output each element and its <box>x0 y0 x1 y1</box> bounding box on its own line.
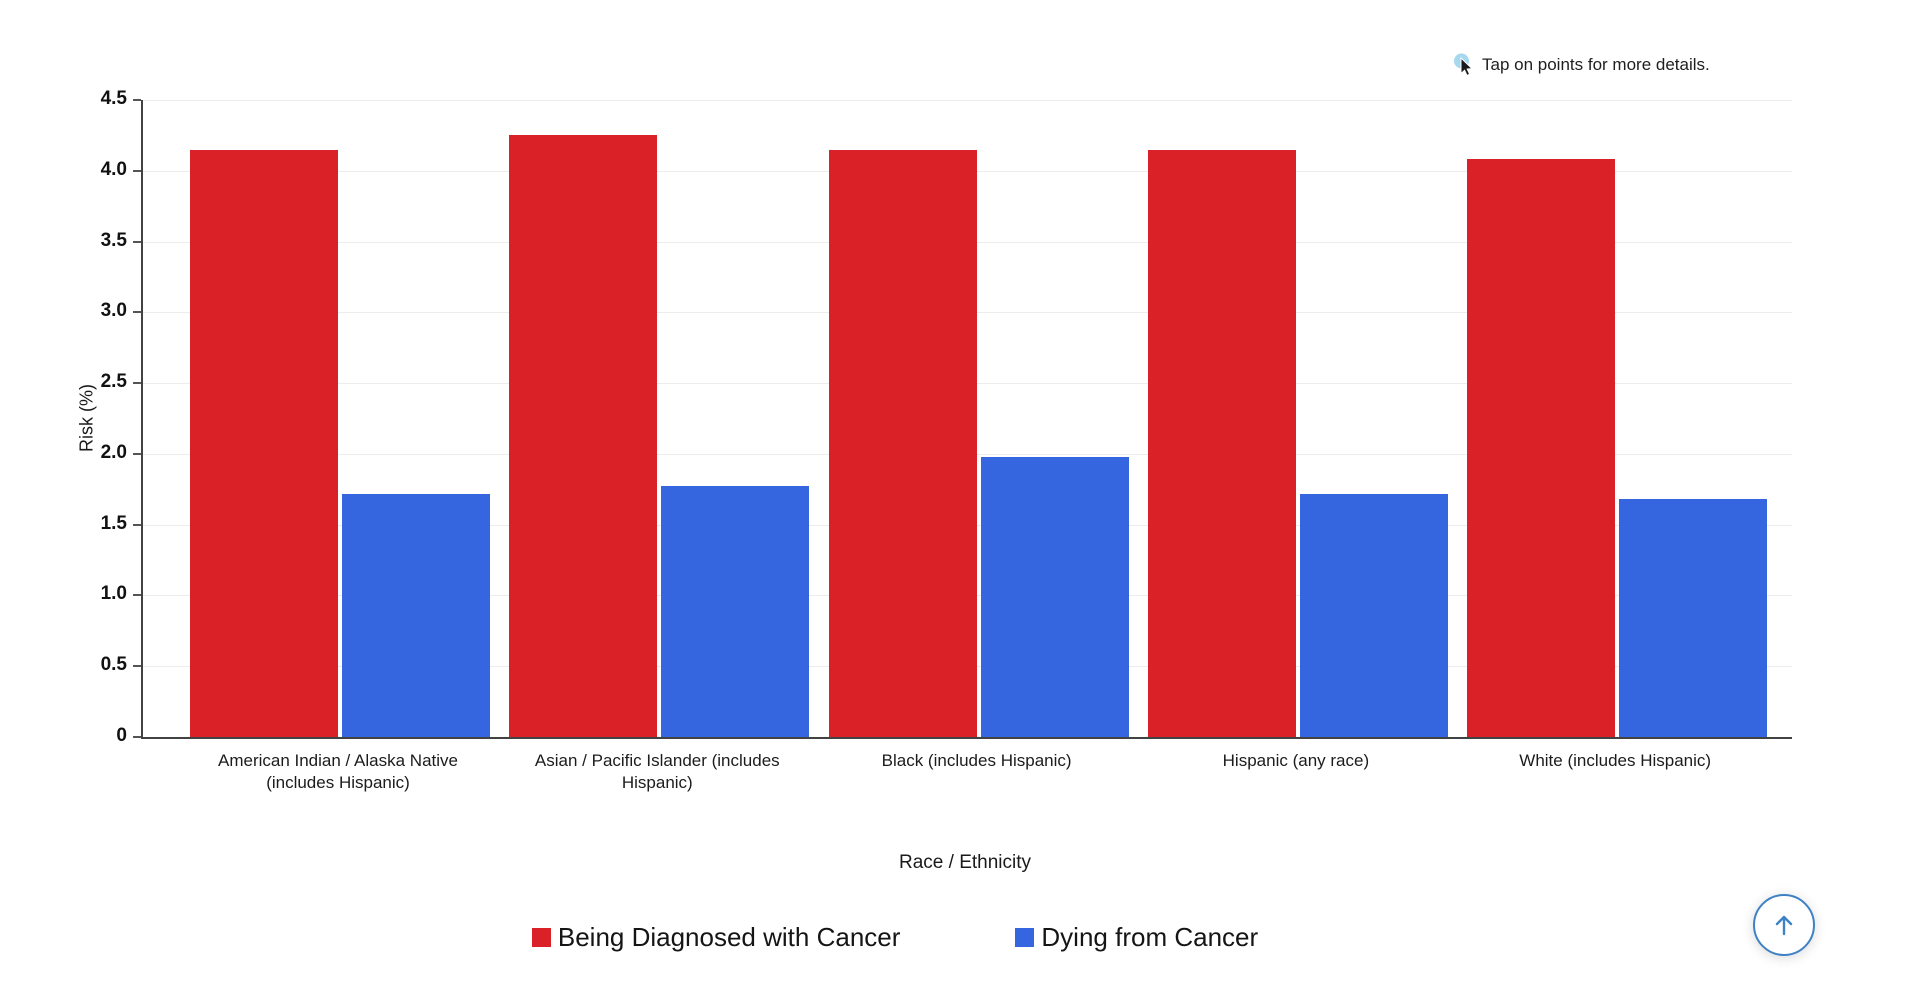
bar-dying-1[interactable] <box>342 493 490 737</box>
y-tick-label: 2.5 <box>100 371 127 393</box>
y-tick-label: 1.0 <box>100 583 127 605</box>
x-category-label: American Indian / Alaska Native (include… <box>217 751 458 793</box>
y-tick-mark <box>133 665 141 668</box>
x-category-label: Black (includes Hispanic) <box>881 751 1072 770</box>
y-tick-label: 1.5 <box>100 512 127 534</box>
bar-diagnosed-1[interactable] <box>190 149 338 737</box>
legend-color-swatch <box>531 928 551 947</box>
x-category-label: Asian / Pacific Islander (includes Hispa… <box>534 751 780 793</box>
y-tick-label: 3.0 <box>100 300 127 322</box>
y-tick-mark <box>133 99 141 101</box>
legend: Being Diagnosed with Cancer Dying from Ca… <box>0 922 1790 953</box>
y-tick-label: 2.0 <box>100 441 127 463</box>
bar-diagnosed-5[interactable] <box>1467 159 1616 737</box>
y-tick-mark <box>133 452 141 455</box>
plot-area <box>141 100 1792 739</box>
y-tick-mark <box>133 311 141 314</box>
legend-item-diagnosed[interactable]: Being Diagnosed with Cancer <box>531 922 901 953</box>
x-category-label: White (includes Hispanic) <box>1519 751 1712 770</box>
cursor-icon <box>1454 53 1474 77</box>
tap-hint-text: Tap on points for more details. <box>1482 55 1710 74</box>
bar-diagnosed-3[interactable] <box>828 149 977 737</box>
scroll-to-top-button[interactable] <box>1753 894 1815 956</box>
legend-item-dying[interactable]: Dying from Cancer <box>1015 922 1258 953</box>
legend-color-swatch <box>1015 928 1035 947</box>
y-tick-label: 0 <box>116 725 127 746</box>
y-tick-mark <box>133 523 141 526</box>
y-tick-mark <box>133 169 141 172</box>
bar-dying-5[interactable] <box>1619 499 1768 737</box>
legend-label: Being Diagnosed with Cancer <box>557 922 901 952</box>
bar-dying-3[interactable] <box>980 456 1129 737</box>
bar-dying-4[interactable] <box>1299 493 1448 737</box>
bar-diagnosed-2[interactable] <box>509 135 658 737</box>
gridline <box>143 100 1792 101</box>
bar-diagnosed-4[interactable] <box>1147 149 1296 737</box>
x-category-label: Hispanic (any race) <box>1222 751 1370 770</box>
up-arrow-icon <box>1775 915 1793 936</box>
legend-label: Dying from Cancer <box>1041 922 1259 952</box>
y-tick-mark <box>133 594 141 597</box>
y-tick-label: 3.5 <box>100 229 127 251</box>
bar-dying-2[interactable] <box>661 486 810 737</box>
y-tick-mark <box>133 240 141 243</box>
tap-hint: Tap on points for more details. <box>1452 52 1797 78</box>
y-tick-mark <box>133 382 141 385</box>
y-tick-label: 4.0 <box>100 158 127 180</box>
y-tick-mark <box>133 736 141 738</box>
y-tick-label: 4.5 <box>100 88 127 109</box>
x-axis-title: Race / Ethnicity <box>899 852 1031 873</box>
y-tick-label: 0.5 <box>100 654 127 676</box>
